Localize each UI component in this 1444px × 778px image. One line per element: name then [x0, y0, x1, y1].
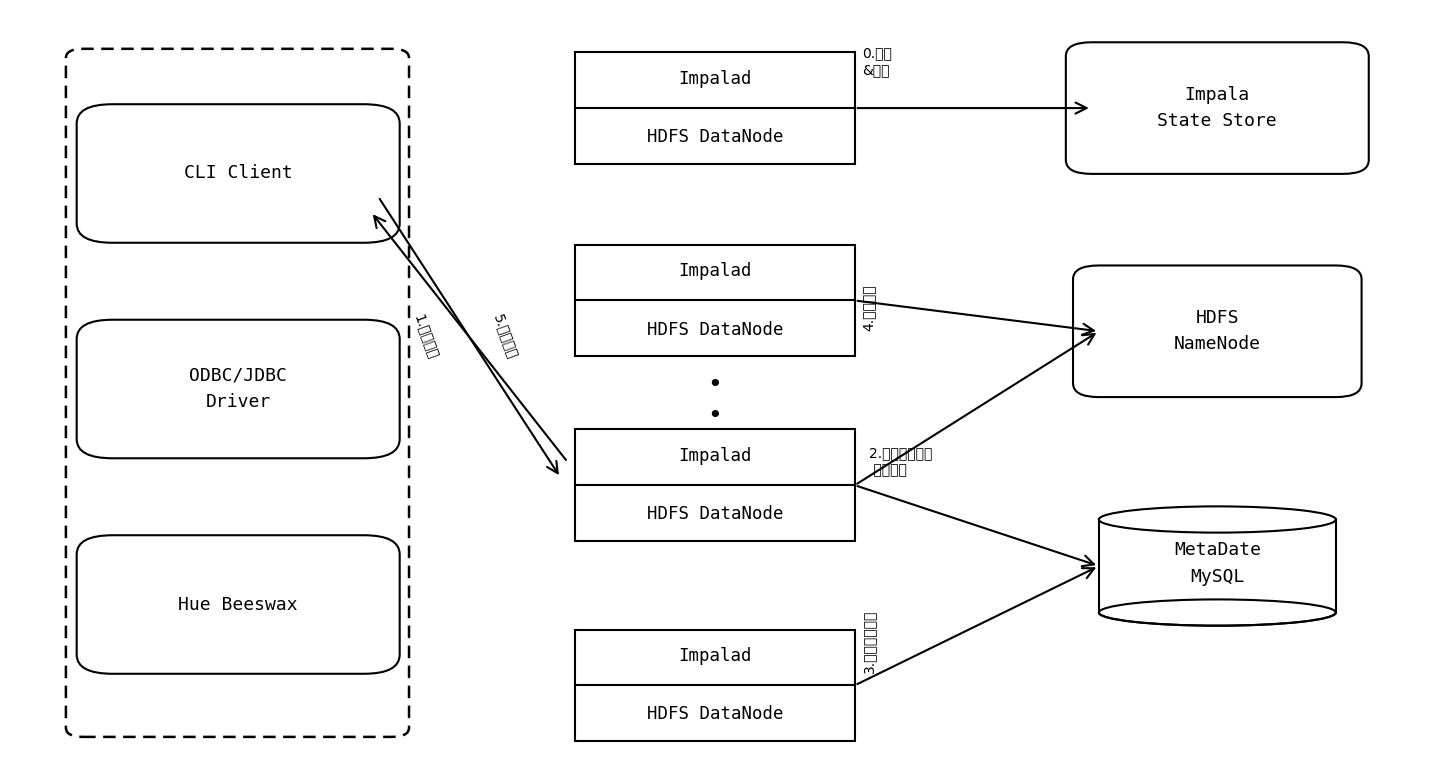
Text: 0.注册
&订阅: 0.注册 &订阅 [862, 46, 892, 77]
Text: Impalad: Impalad [679, 647, 751, 665]
FancyBboxPatch shape [1066, 42, 1369, 173]
Text: MetaDate
MySQL: MetaDate MySQL [1174, 541, 1261, 586]
Text: ODBC/JDBC
Driver: ODBC/JDBC Driver [189, 366, 287, 412]
Ellipse shape [1099, 599, 1336, 626]
Text: Hue Beeswax: Hue Beeswax [179, 595, 297, 614]
Bar [575, 429, 855, 541]
FancyBboxPatch shape [77, 104, 400, 243]
FancyBboxPatch shape [77, 320, 400, 458]
FancyBboxPatch shape [66, 49, 409, 737]
Text: HDFS DataNode: HDFS DataNode [647, 128, 783, 146]
Text: 2.获取元数据与
 数据地址: 2.获取元数据与 数据地址 [869, 447, 933, 478]
Text: Impalad: Impalad [679, 447, 751, 465]
Text: HDFS DataNode: HDFS DataNode [647, 321, 783, 338]
Bar [575, 245, 855, 356]
Text: 4.分发查询: 4.分发查询 [862, 285, 877, 331]
Bar [1099, 520, 1336, 612]
Text: Impala
State Store: Impala State Store [1158, 86, 1276, 130]
Text: HDFS DataNode: HDFS DataNode [647, 706, 783, 724]
Text: Impalad: Impalad [679, 70, 751, 88]
Text: 1.提交查询: 1.提交查询 [412, 313, 440, 362]
Ellipse shape [1099, 506, 1336, 533]
Text: CLI Client: CLI Client [183, 164, 293, 183]
Text: 5.返回结果: 5.返回结果 [491, 313, 520, 361]
Bar [575, 629, 855, 741]
Text: 3.分发真实任务: 3.分发真实任务 [862, 609, 877, 673]
Text: •: • [708, 404, 722, 428]
Text: Impalad: Impalad [679, 262, 751, 281]
Text: HDFS DataNode: HDFS DataNode [647, 505, 783, 524]
FancyBboxPatch shape [1073, 265, 1362, 397]
FancyBboxPatch shape [77, 535, 400, 674]
Bar [575, 52, 855, 164]
Text: •: • [708, 373, 722, 397]
Text: HDFS
NameNode: HDFS NameNode [1174, 309, 1261, 353]
